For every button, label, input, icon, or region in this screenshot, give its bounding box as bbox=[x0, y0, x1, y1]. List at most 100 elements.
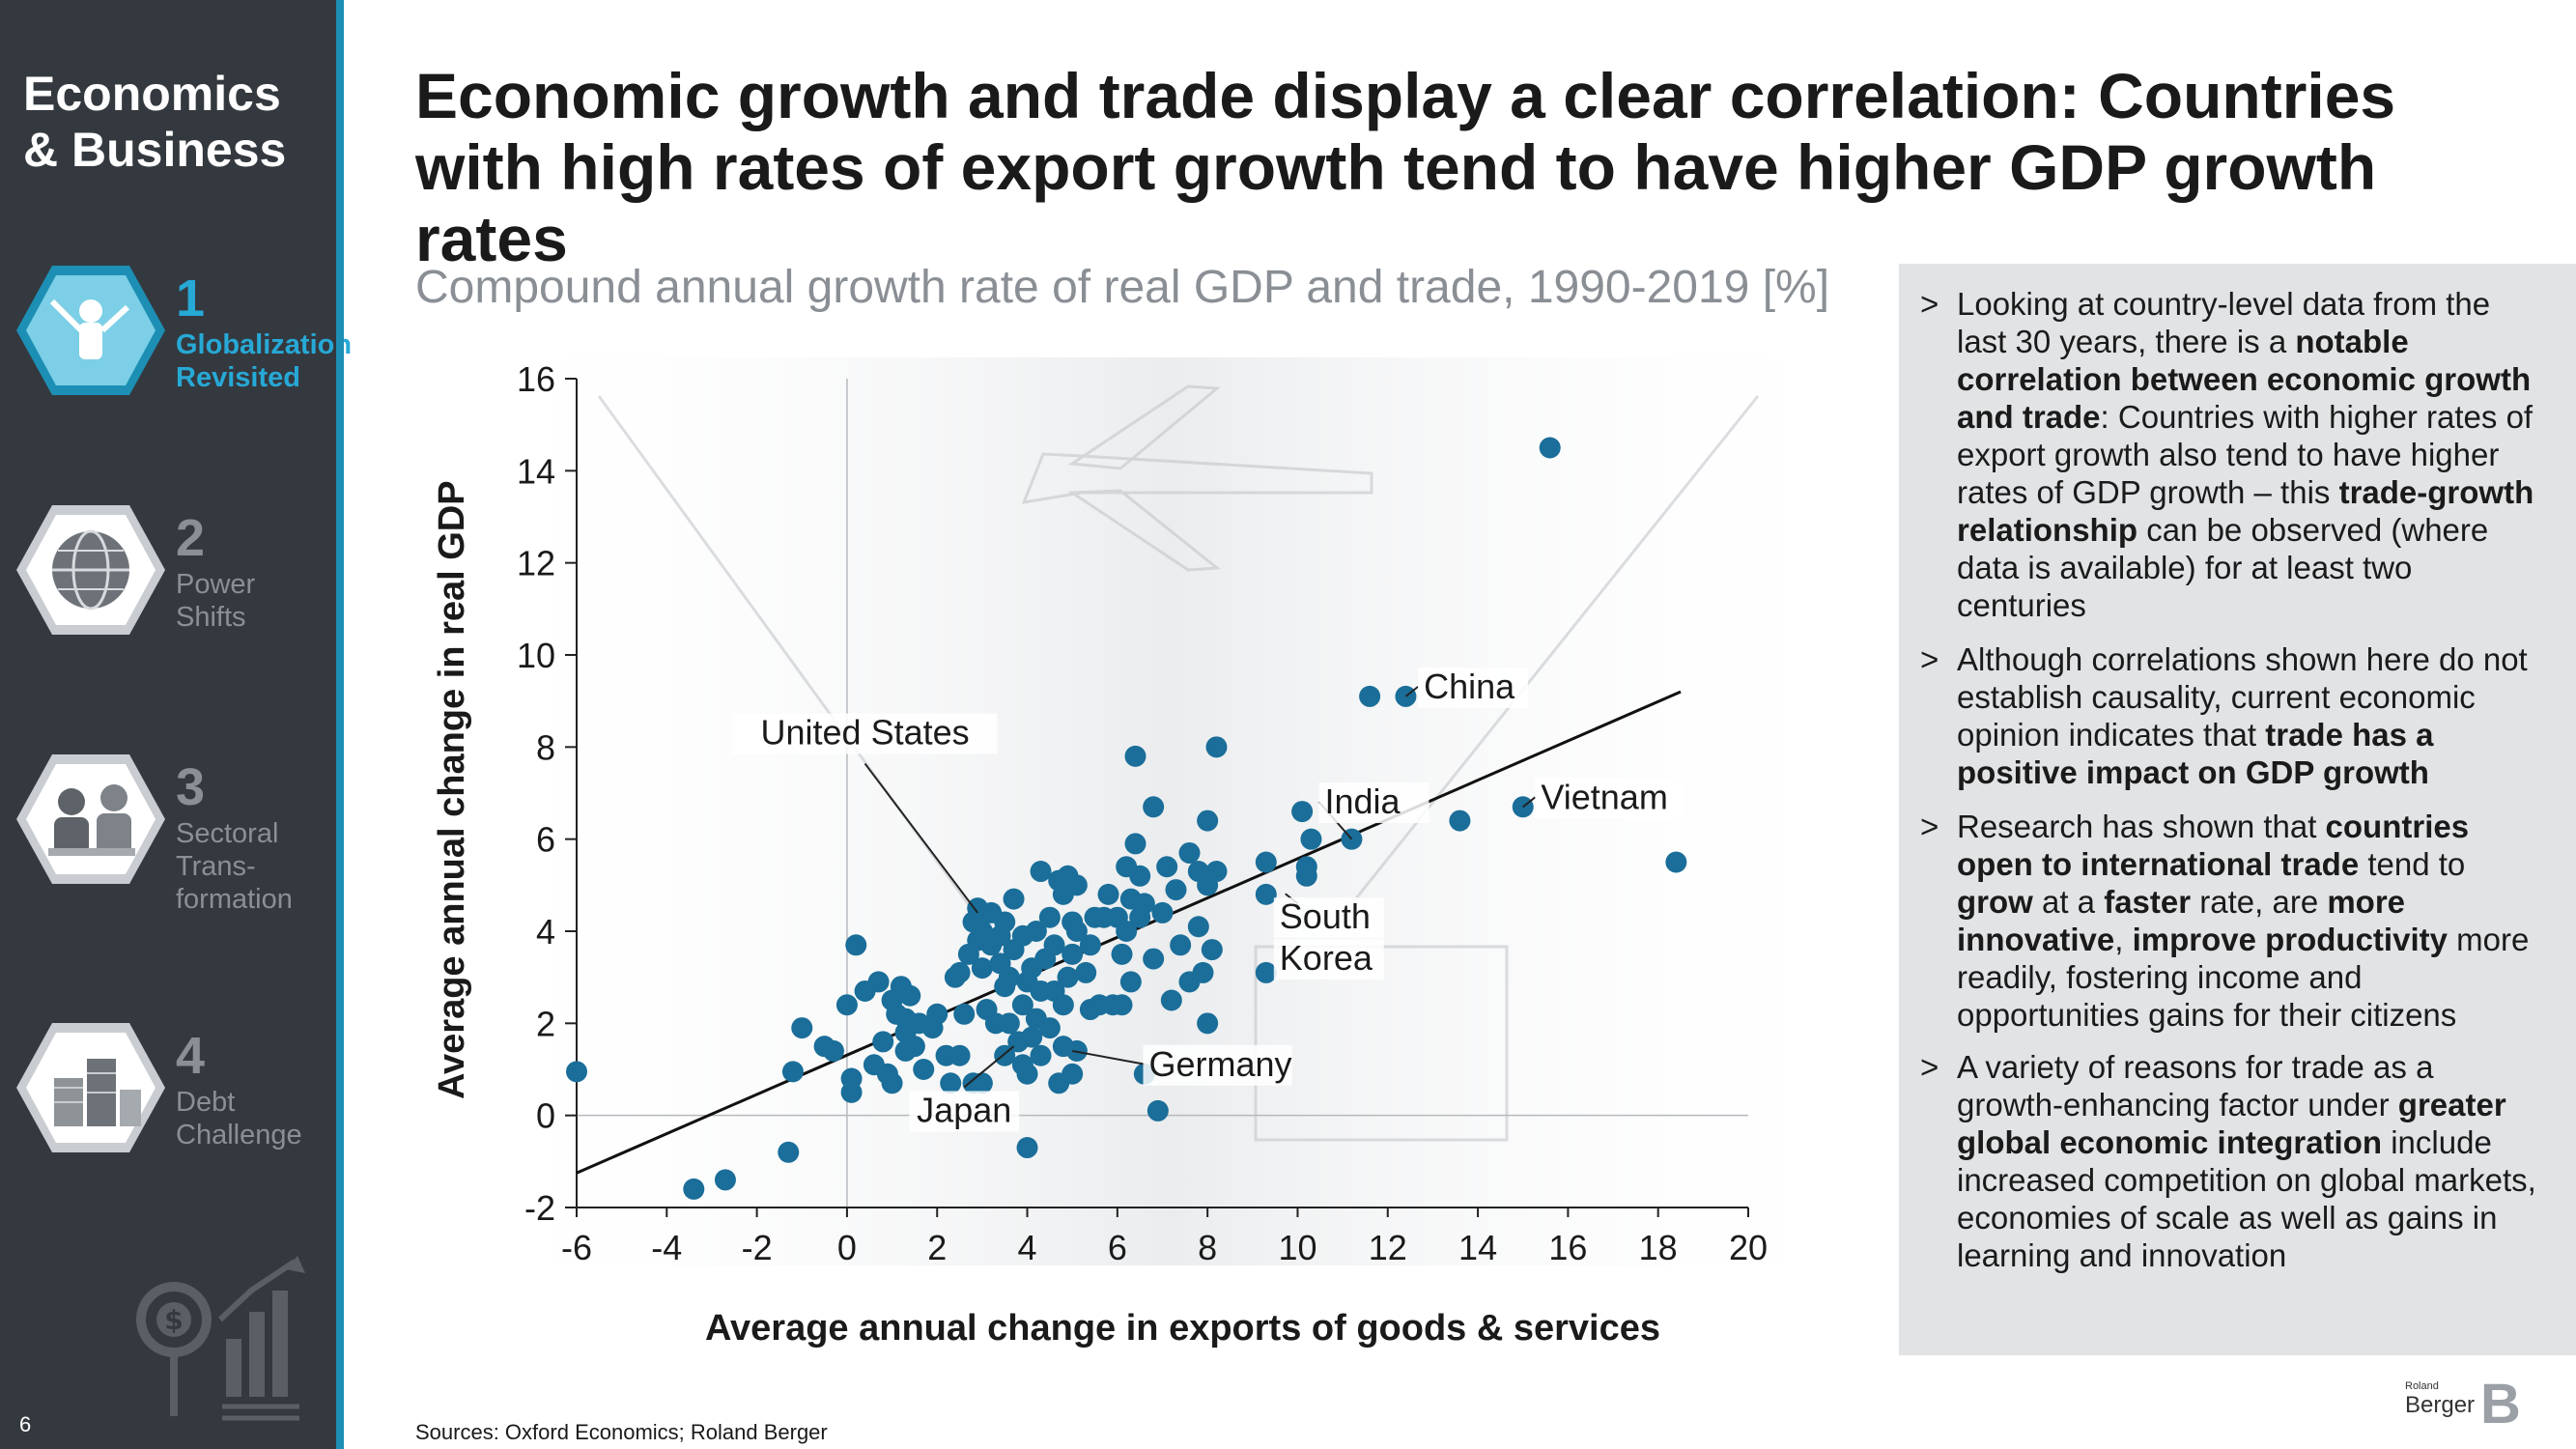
chapter-label-line: Debt bbox=[176, 1087, 236, 1118]
coins-icon bbox=[14, 1020, 168, 1155]
chapter-label-line: Power bbox=[176, 569, 256, 600]
annotation-label: Japan bbox=[917, 1090, 1011, 1129]
data-point bbox=[1043, 934, 1065, 956]
bullet-marker: > bbox=[1920, 1049, 1939, 1085]
data-point bbox=[845, 934, 867, 956]
bullet-segment: Research has shown that bbox=[1957, 809, 2326, 844]
bullet-segment: Although correlations shown here do not … bbox=[1957, 641, 2528, 753]
x-tick-label: -4 bbox=[651, 1228, 682, 1267]
data-point bbox=[1151, 901, 1174, 923]
chapter-label-line: formation bbox=[176, 884, 293, 915]
bullet-text: Looking at country-level data from the l… bbox=[1957, 285, 2548, 624]
x-tick-label: 10 bbox=[1278, 1228, 1316, 1267]
data-point bbox=[1665, 851, 1687, 873]
data-point bbox=[1021, 1026, 1043, 1048]
x-tick-label: 16 bbox=[1548, 1228, 1587, 1267]
bullet-emphasis: trade-growth relationship bbox=[1957, 474, 2534, 548]
data-point bbox=[778, 1141, 800, 1163]
economics-icon: $ bbox=[136, 1256, 305, 1421]
annotation-label: Germany bbox=[1149, 1044, 1292, 1084]
data-point bbox=[1111, 943, 1133, 965]
chapter-number: 1 bbox=[176, 270, 206, 327]
data-point bbox=[1205, 736, 1228, 758]
chapter-label: Sectoral Trans- formation bbox=[176, 817, 340, 916]
annotation-bg bbox=[1273, 897, 1384, 939]
annotation-bg bbox=[1143, 1044, 1292, 1086]
data-point bbox=[994, 911, 1016, 933]
chapter-debt-challenge[interactable]: 4 Debt Challenge bbox=[14, 1020, 332, 1165]
data-point bbox=[1165, 879, 1187, 901]
data-point bbox=[1143, 796, 1165, 818]
data-point bbox=[1057, 966, 1079, 988]
data-point bbox=[1300, 828, 1322, 850]
annotation-leader bbox=[863, 762, 979, 914]
bullet-text: Although correlations shown here do not … bbox=[1957, 640, 2548, 791]
globe-icon bbox=[14, 502, 168, 638]
data-point bbox=[867, 971, 890, 993]
x-tick-label: -6 bbox=[561, 1228, 592, 1267]
data-point bbox=[948, 1044, 971, 1066]
bullet-emphasis: improve productivity bbox=[2132, 922, 2448, 957]
annotation-bg bbox=[1273, 939, 1384, 980]
scatter-chart: -2 0 2 4 6 8 10 12 14 16 -6 -4 -2 0 2 4 6 8 10 12 14 16 18 20 U… bbox=[464, 357, 1874, 1267]
chapter-label-line: Shifts bbox=[176, 602, 246, 633]
bullet-emphasis: more innovative bbox=[1957, 884, 2406, 957]
data-point bbox=[913, 1059, 935, 1080]
x-tick-label: 4 bbox=[1018, 1228, 1037, 1267]
data-point bbox=[1052, 994, 1074, 1016]
data-point bbox=[1062, 943, 1084, 965]
data-point bbox=[1011, 994, 1033, 1016]
data-point bbox=[1178, 841, 1201, 864]
data-point bbox=[840, 1067, 863, 1090]
insights-panel: > Looking at country-level data from the… bbox=[1899, 264, 2576, 1355]
bullet-marker: > bbox=[1920, 809, 1939, 844]
chapter-power-shifts[interactable]: 2 Power Shifts bbox=[14, 502, 332, 647]
chart-annotations: United States China India Vietnam SouthKorea… bbox=[732, 667, 1684, 1132]
chapter-globalization[interactable]: 1 Globalization Revisited bbox=[14, 263, 352, 408]
chapter-label-line: Challenge bbox=[176, 1120, 302, 1151]
data-point bbox=[971, 957, 993, 980]
annotation-leader bbox=[1522, 796, 1537, 809]
annotation-bg bbox=[1318, 782, 1430, 824]
data-point bbox=[1016, 1137, 1038, 1159]
data-point bbox=[1170, 934, 1192, 956]
y-tick-label: 8 bbox=[536, 727, 555, 767]
data-point bbox=[1449, 810, 1471, 832]
x-tick-label: 6 bbox=[1108, 1228, 1127, 1267]
insight-bullet: > A variety of reasons for trade as a gr… bbox=[1920, 1048, 2548, 1274]
data-point bbox=[1255, 961, 1277, 983]
x-tick-label: 20 bbox=[1729, 1228, 1768, 1267]
data-point bbox=[1291, 801, 1314, 823]
logo-letter: B bbox=[2480, 1373, 2521, 1435]
insight-bullet: > Looking at country-level data from the… bbox=[1920, 285, 2548, 624]
data-point bbox=[1539, 437, 1561, 459]
data-point bbox=[1003, 888, 1025, 910]
y-tick-label: 6 bbox=[536, 820, 555, 860]
y-tick-label: 4 bbox=[536, 912, 555, 952]
data-point bbox=[781, 1061, 804, 1083]
data-point bbox=[1065, 874, 1088, 896]
chapter-label-line: Globalization bbox=[176, 329, 353, 360]
chapter-sectoral-transformation[interactable]: 3 Sectoral Trans- formation bbox=[14, 752, 332, 915]
sidebar-title: Economics & Business bbox=[23, 66, 286, 178]
businessman-icon bbox=[14, 263, 168, 398]
data-point bbox=[1065, 921, 1088, 942]
data-point bbox=[1187, 916, 1209, 938]
chapter-number: 2 bbox=[176, 509, 206, 567]
bullet-segment: can be observed (where data is available… bbox=[1957, 512, 2489, 623]
annotation-leader bbox=[1404, 686, 1419, 697]
y-tick-label: 2 bbox=[536, 1004, 555, 1043]
sidebar: Economics & Business 1 Globalization Rev… bbox=[0, 0, 352, 1449]
data-point bbox=[1030, 861, 1052, 883]
bullet-emphasis: grow bbox=[1957, 884, 2033, 920]
x-tick-label: 8 bbox=[1198, 1228, 1217, 1267]
y-tick-label: 0 bbox=[536, 1096, 555, 1136]
annotation-label: South bbox=[1280, 896, 1371, 936]
bullet-segment: rate, are bbox=[2191, 884, 2328, 920]
x-tick-label: 2 bbox=[927, 1228, 947, 1267]
sidebar-accent-bar bbox=[336, 0, 344, 1449]
data-point bbox=[1197, 810, 1219, 832]
bullet-text: Research has shown that countries open t… bbox=[1957, 808, 2548, 1034]
y-tick-label: -2 bbox=[524, 1188, 555, 1228]
data-point bbox=[1124, 745, 1146, 767]
